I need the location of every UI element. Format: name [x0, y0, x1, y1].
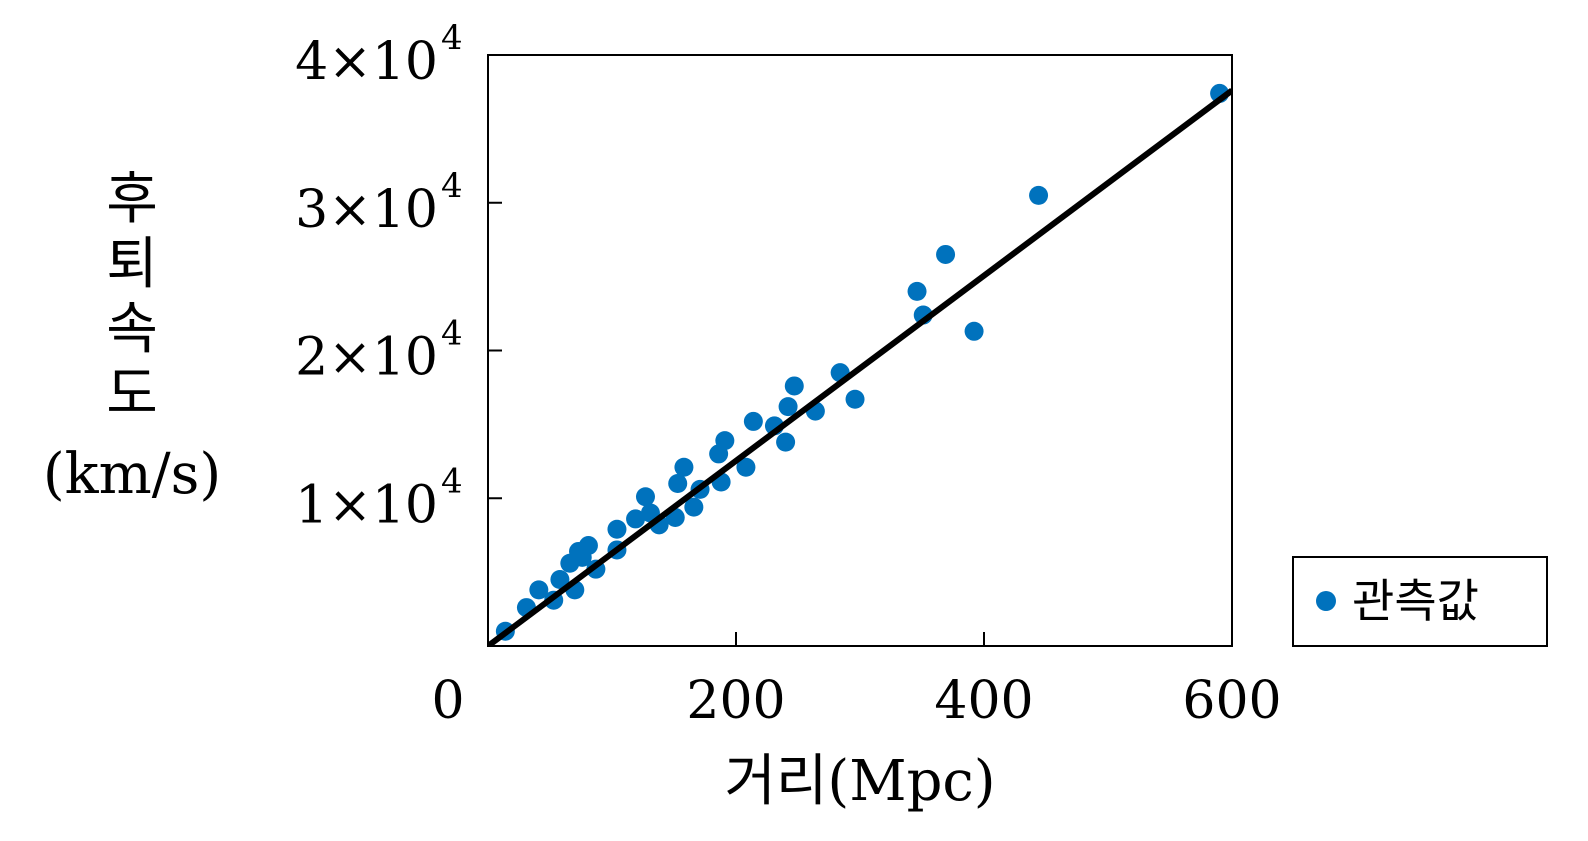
data-point — [776, 432, 796, 452]
data-point — [784, 376, 804, 396]
data-point — [550, 570, 570, 590]
data-point — [1029, 185, 1049, 205]
y-tick-exponent: 4 — [441, 18, 463, 58]
y-tick-exponent: 4 — [441, 166, 463, 206]
y-axis-title-line: 퇴 — [106, 232, 158, 297]
y-axis-title-line: (km/s) — [43, 442, 221, 507]
data-point — [529, 580, 549, 600]
data-point — [936, 244, 956, 264]
data-point — [578, 536, 598, 556]
data-point — [907, 281, 927, 301]
plot-content — [488, 83, 1232, 646]
data-point — [674, 457, 694, 477]
data-point — [607, 519, 627, 539]
plot-area — [487, 54, 1233, 647]
y-tick-label: 2×10 — [295, 328, 438, 388]
y-axis-ticks: 1×10 42×10 43×10 44×10 4 — [295, 18, 502, 535]
data-point — [845, 389, 865, 409]
y-axis-title-line: 도 — [106, 362, 158, 427]
data-point — [626, 509, 646, 529]
x-tick-label: 600 — [1182, 671, 1281, 731]
y-tick-label: 4×10 — [295, 32, 438, 92]
data-point — [736, 457, 756, 477]
y-tick-label: 1×10 — [295, 475, 438, 535]
x-tick-label: 200 — [686, 671, 785, 731]
x-axis-ticks: 0 200 400 600 — [431, 632, 1282, 731]
data-point — [668, 473, 688, 493]
data-point — [684, 497, 704, 517]
y-axis-title-line: 속 — [106, 297, 158, 362]
x-axis-title: 거리(Mpc) — [724, 749, 995, 814]
legend-label: 관측값 — [1352, 574, 1479, 628]
y-tick-exponent: 4 — [441, 461, 463, 501]
data-point — [635, 487, 655, 507]
y-tick-exponent: 4 — [441, 314, 463, 354]
plot-background — [488, 55, 1232, 646]
legend-marker — [1316, 591, 1336, 611]
data-point — [964, 321, 984, 341]
x-tick-label: 400 — [934, 671, 1033, 731]
fit-line — [488, 88, 1232, 646]
x-tick-label: 0 — [431, 671, 464, 731]
y-tick-label: 3×10 — [295, 180, 438, 240]
data-point — [778, 397, 798, 417]
legend: 관측값 — [1292, 556, 1548, 647]
y-axis-title-line: 후 — [106, 167, 158, 232]
data-point — [743, 411, 763, 431]
data-point — [715, 431, 735, 451]
